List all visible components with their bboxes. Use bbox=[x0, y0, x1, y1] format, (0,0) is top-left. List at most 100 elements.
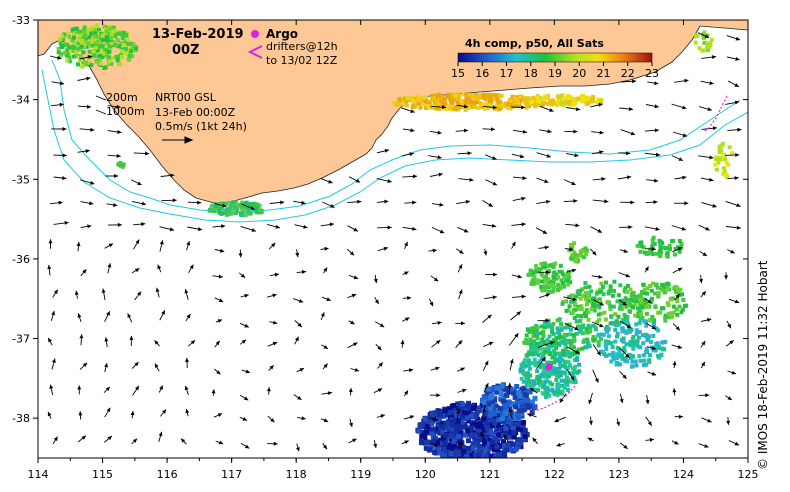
sst-pixel bbox=[665, 301, 670, 306]
sst-pixel bbox=[504, 434, 509, 440]
sst-pixel bbox=[546, 289, 551, 294]
sst-pixel bbox=[550, 382, 555, 387]
sst-pixel bbox=[555, 373, 559, 378]
sst-pixel bbox=[430, 93, 435, 98]
sst-pixel bbox=[524, 383, 529, 388]
sst-pixel bbox=[557, 355, 562, 360]
sst-pixel bbox=[72, 35, 77, 40]
sst-pixel bbox=[547, 374, 551, 379]
current-arrow-head bbox=[275, 224, 280, 229]
current-arrow-head bbox=[51, 310, 55, 316]
sst-pixel bbox=[640, 301, 645, 306]
sst-pixel bbox=[84, 44, 89, 49]
sst-pixel bbox=[584, 345, 589, 350]
sst-pixel bbox=[114, 54, 119, 59]
current-arrow-head bbox=[705, 393, 710, 398]
current-arrow-head bbox=[707, 318, 712, 322]
current-arrow-head bbox=[654, 178, 659, 183]
sst-pixel bbox=[657, 238, 662, 243]
sst-pixel bbox=[500, 416, 505, 422]
current-arrow-head bbox=[507, 382, 512, 387]
sst-pixel bbox=[575, 370, 580, 375]
sst-pixel bbox=[209, 204, 214, 209]
sst-pixel bbox=[417, 95, 422, 100]
sst-pixel bbox=[257, 203, 262, 208]
x-tick-label: 119 bbox=[350, 468, 371, 481]
sst-pixel bbox=[61, 43, 66, 48]
current-arrow-head bbox=[185, 409, 190, 414]
sst-pixel bbox=[576, 347, 581, 352]
sst-pixel bbox=[495, 447, 501, 453]
sst-pixel bbox=[107, 61, 112, 66]
sst-pixel bbox=[542, 284, 547, 289]
current-arrow-head bbox=[355, 178, 361, 183]
sst-pixel bbox=[614, 319, 619, 324]
sst-pixel bbox=[630, 359, 635, 364]
sst-pixel bbox=[541, 333, 546, 338]
sst-pixel bbox=[466, 402, 472, 408]
sst-pixel bbox=[541, 382, 546, 387]
sst-pixel bbox=[568, 280, 573, 285]
sst-pixel bbox=[427, 100, 432, 105]
sst-pixel bbox=[403, 103, 408, 108]
current-arrow-head bbox=[273, 320, 278, 325]
current-arrow-head bbox=[672, 361, 677, 366]
sst-pixel bbox=[644, 347, 649, 352]
sst-pixel bbox=[636, 344, 641, 349]
sst-pixel bbox=[423, 102, 428, 106]
current-arrow-head bbox=[682, 133, 688, 138]
sst-pixel bbox=[472, 94, 477, 99]
current-arrow-head bbox=[412, 226, 417, 231]
current-arrow-head bbox=[488, 202, 493, 207]
sst-pixel bbox=[625, 315, 630, 320]
sst-pixel bbox=[438, 98, 443, 103]
current-arrow-head bbox=[383, 246, 388, 251]
sst-pixel bbox=[525, 371, 530, 376]
sst-pixel bbox=[593, 325, 598, 330]
sst-pixel bbox=[498, 103, 503, 108]
sst-pixel bbox=[566, 325, 571, 330]
sst-pixel bbox=[568, 97, 573, 102]
current-arrow-head bbox=[707, 107, 712, 111]
sst-pixel bbox=[441, 452, 447, 458]
sst-pixel bbox=[569, 299, 574, 304]
sst-pixel bbox=[508, 447, 514, 453]
sst-pixel bbox=[623, 286, 628, 290]
sst-pixel bbox=[519, 386, 525, 392]
sst-pixel bbox=[107, 59, 112, 64]
sst-pixel bbox=[625, 359, 630, 364]
sst-pixel bbox=[564, 379, 569, 384]
current-arrow-head bbox=[323, 418, 329, 422]
current-arrow-head bbox=[675, 294, 680, 299]
current-arrow-head bbox=[116, 153, 121, 158]
sst-pixel bbox=[670, 314, 675, 319]
sst-pixel bbox=[502, 103, 507, 108]
current-arrow-head bbox=[217, 319, 223, 323]
sst-pixel bbox=[478, 449, 484, 455]
sst-pixel bbox=[545, 338, 550, 343]
sst-pixel bbox=[555, 275, 560, 280]
current-arrow-head bbox=[521, 196, 526, 201]
sst-pixel bbox=[609, 359, 614, 364]
sst-pixel bbox=[567, 295, 572, 299]
sst-pixel bbox=[541, 97, 546, 102]
sst-pixel bbox=[598, 99, 603, 104]
current-arrow-head bbox=[329, 222, 334, 227]
current-arrow-head bbox=[135, 239, 140, 244]
current-arrow-head bbox=[250, 206, 255, 210]
sst-pixel bbox=[586, 317, 591, 322]
sst-pixel bbox=[116, 162, 121, 167]
sst-pixel bbox=[568, 256, 573, 261]
sst-pixel bbox=[640, 316, 645, 320]
sst-pixel bbox=[61, 36, 66, 41]
current-arrow-head bbox=[439, 229, 445, 234]
sst-pixel bbox=[527, 389, 533, 395]
sst-pixel bbox=[648, 284, 653, 288]
current-arrow-head bbox=[155, 287, 160, 292]
sst-pixel bbox=[507, 97, 512, 102]
sst-pixel bbox=[552, 285, 557, 290]
current-arrow-head bbox=[682, 105, 687, 110]
sst-pixel bbox=[628, 287, 633, 292]
sst-pixel bbox=[638, 249, 643, 254]
sst-pixel bbox=[521, 379, 526, 384]
